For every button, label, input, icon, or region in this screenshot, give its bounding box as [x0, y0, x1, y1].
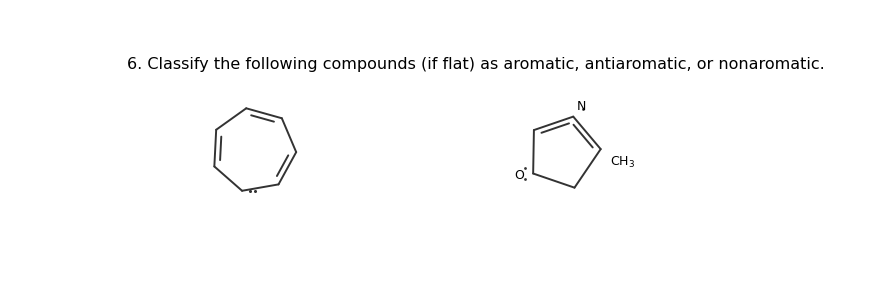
Text: O: O [514, 169, 524, 182]
Text: N: N [576, 100, 586, 113]
Text: CH$_3$: CH$_3$ [610, 155, 635, 170]
Text: 6. Classify the following compounds (if flat) as aromatic, antiaromatic, or nona: 6. Classify the following compounds (if … [127, 57, 825, 72]
